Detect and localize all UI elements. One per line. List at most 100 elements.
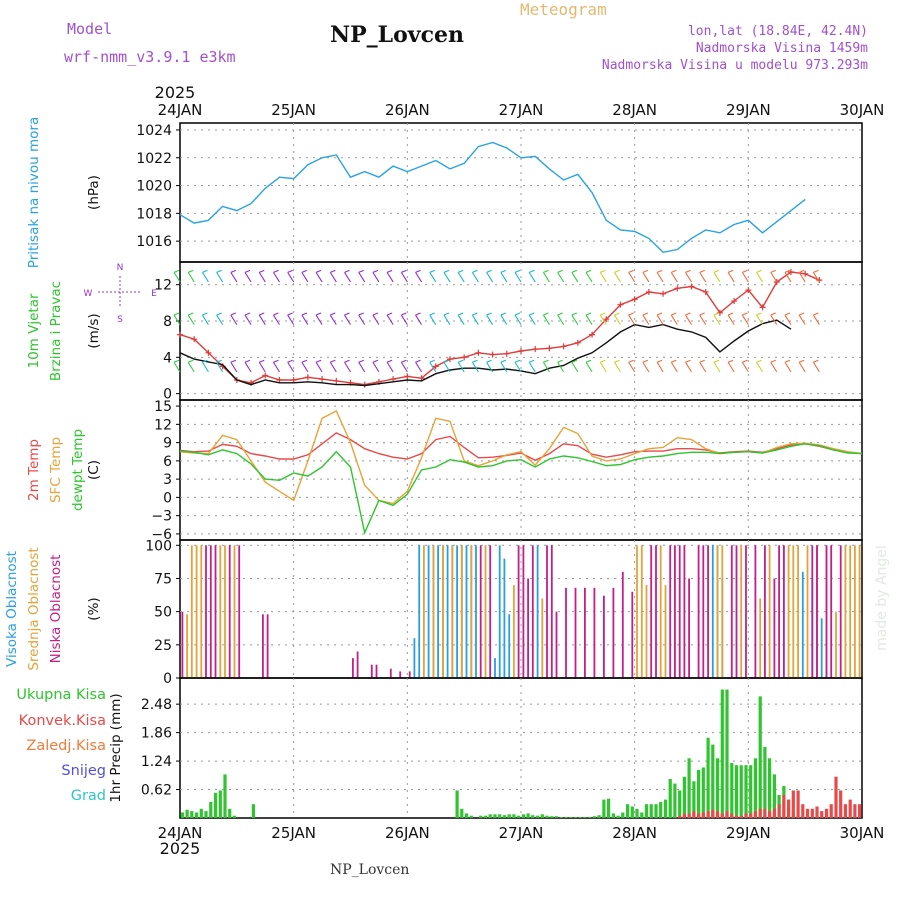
- ytick-label: 50: [154, 605, 172, 621]
- wind-barb: [258, 269, 266, 283]
- wind-barb: [216, 359, 224, 373]
- bar-cloud_mid: [768, 545, 771, 678]
- wind-barb: [443, 269, 451, 283]
- wind-speed-marker: [716, 309, 723, 316]
- bar-cloud_high: [536, 545, 539, 678]
- wind-barb: [557, 359, 565, 373]
- axis-title-wind: 10m Vjetar: [26, 293, 42, 368]
- wind-barb: [812, 312, 820, 325]
- bar-precip_conv: [739, 815, 743, 818]
- bar-cloud_low: [674, 545, 676, 678]
- bar-cloud_low: [603, 595, 605, 678]
- bar-cloud_low: [730, 545, 733, 678]
- bar-precip_total: [706, 737, 710, 818]
- bar-cloud_low: [205, 545, 207, 678]
- bar-precip_total: [763, 746, 767, 818]
- bar-cloud_mid: [806, 545, 809, 678]
- wind-barb: [642, 312, 650, 325]
- bottom-date-label: 24JAN: [158, 824, 203, 842]
- ytick-label: 1.86: [141, 726, 172, 742]
- axis-unit-clouds: (%): [86, 597, 102, 620]
- wind-barb: [315, 312, 323, 325]
- bar-cloud_high: [456, 545, 458, 678]
- bar-cloud_mid: [513, 585, 515, 678]
- wind-barb: [727, 312, 735, 325]
- bar-cloud_mid: [721, 545, 724, 678]
- bar-precip_conv: [805, 808, 810, 818]
- ytick-label: 1024: [136, 123, 172, 139]
- bottom-date-label: 26JAN: [385, 824, 430, 842]
- bar-precip_total: [531, 815, 535, 818]
- bar-cloud_low: [683, 545, 686, 678]
- precip-legend-item: Zaledj.Kisa: [26, 738, 106, 754]
- bar-cloud_low: [408, 671, 411, 678]
- axis-title-temperature: 2m Temp: [26, 439, 42, 501]
- bar-precip_conv: [772, 808, 776, 818]
- bar-precip_conv: [820, 811, 824, 818]
- wind-barb: [599, 312, 607, 325]
- bar-cloud_low: [584, 587, 586, 678]
- wind-barb: [585, 269, 593, 283]
- wind-barb: [400, 359, 408, 373]
- bar-precip_total: [744, 765, 748, 818]
- wind-barb: [457, 269, 465, 283]
- wind-barb: [358, 269, 366, 283]
- bar-precip_total: [730, 762, 734, 818]
- bar-cloud_low: [546, 545, 548, 678]
- wind-speed-marker: [603, 316, 610, 323]
- bar-cloud_high: [498, 545, 501, 678]
- wind-barb: [542, 269, 550, 283]
- axis-title-clouds: Visoka Oblacnost: [4, 551, 20, 667]
- bar-precip_conv: [687, 813, 691, 818]
- bar-cloud_low: [754, 545, 757, 678]
- bar-cloud_high: [503, 558, 506, 678]
- ytick-label: 12: [154, 278, 172, 294]
- wind-barb: [599, 269, 607, 283]
- wind-barb: [628, 312, 636, 325]
- wind-barb: [784, 359, 792, 373]
- bar-precip_total: [626, 804, 630, 818]
- bar-precip_total: [758, 696, 762, 818]
- bar-precip_total: [545, 815, 549, 818]
- wind-barb: [670, 359, 678, 373]
- bar-precip_total: [512, 814, 516, 818]
- wind-barb: [415, 359, 423, 373]
- bar-cloud_low: [811, 545, 814, 678]
- wind-barb: [400, 312, 408, 325]
- axis-title-pressure: Pritisak na nivou mora: [26, 117, 42, 268]
- bar-cloud_low: [839, 545, 842, 678]
- wind-barb: [500, 359, 508, 373]
- credit-watermark: made by Angel: [874, 545, 890, 651]
- bar-precip_conv: [763, 808, 767, 818]
- bar-precip_total: [725, 689, 729, 818]
- wind-barb: [585, 359, 593, 373]
- wind-barb: [372, 269, 380, 283]
- wind-barb: [585, 312, 593, 325]
- bar-cloud_low: [262, 614, 264, 678]
- wind-barb: [201, 269, 209, 283]
- wind-barb: [201, 359, 209, 373]
- ytick-label: 100: [145, 538, 172, 554]
- compass-w: W: [84, 289, 93, 299]
- bar-precip_conv: [810, 808, 814, 818]
- model-name: wrf-nmm_v3.9.1 e3km: [64, 48, 236, 66]
- bar-cloud_mid: [190, 545, 193, 678]
- bar-cloud_mid: [224, 545, 226, 678]
- compass-e: E: [151, 289, 157, 299]
- wind-barb: [784, 312, 792, 325]
- wind-barb: [628, 359, 636, 373]
- bar-precip_total: [616, 815, 620, 818]
- bar-precip_total: [682, 776, 686, 818]
- wind-barb: [471, 359, 479, 373]
- bar-precip_conv: [701, 812, 705, 818]
- wind-barb: [187, 269, 195, 283]
- precip-legend-item: Snijeg: [61, 763, 106, 779]
- bar-precip_total: [621, 812, 625, 818]
- bar-cloud_low: [702, 545, 705, 678]
- bar-cloud_high: [446, 545, 449, 678]
- bar-cloud_mid: [858, 545, 861, 678]
- wind-speed-marker: [660, 290, 667, 297]
- bar-precip_total: [753, 758, 757, 818]
- wind-barb: [599, 359, 607, 373]
- bar-precip_total: [209, 801, 213, 818]
